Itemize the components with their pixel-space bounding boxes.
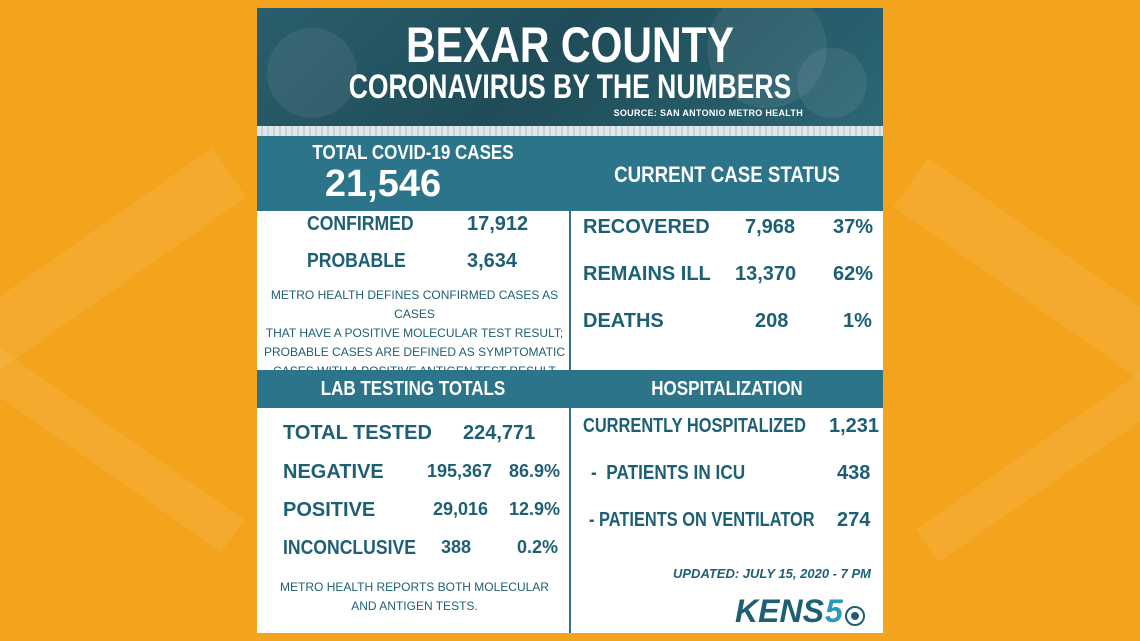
column-divider: [569, 136, 571, 633]
positive-pct: 12.9%: [509, 499, 561, 519]
probable-row: PROBABLE: [307, 250, 419, 273]
total-tested-value: 224,771: [463, 422, 536, 444]
total-cases-value: 21,546: [324, 163, 442, 205]
page-subtitle: CORONAVIRUS BY THE NUMBERS: [348, 68, 792, 106]
lab-testing-title: LAB TESTING TOTALS: [320, 378, 506, 400]
ventilator-label: - PATIENTS ON VENTILATOR: [589, 509, 864, 532]
total-cases-bar: TOTAL COVID-19 CASES 21,546: [257, 136, 569, 211]
ventilator-value: 274: [837, 509, 871, 531]
total-tested-label: TOTAL TESTED: [283, 422, 432, 444]
deaths-value: 208: [755, 310, 789, 332]
case-status-title: CURRENT CASE STATUS: [614, 162, 840, 187]
lab-note-line: AND ANTIGEN TESTS.: [351, 599, 478, 613]
recovered-pct: 37%: [833, 216, 874, 238]
remains-ill-value: 13,370: [735, 263, 797, 285]
case-note-line: THAT HAVE A POSITIVE MOLECULAR TEST RESU…: [265, 326, 564, 340]
lab-note-line: METRO HEALTH REPORTS BOTH MOLECULAR: [280, 580, 549, 594]
hospitalization-bar: HOSPITALIZATION: [571, 370, 883, 408]
header-divider: [257, 126, 883, 136]
positive-value: 29,016: [433, 499, 489, 519]
negative-pct: 86.9%: [509, 461, 561, 481]
confirmed-row: CONFIRMED: [307, 213, 428, 236]
hospitalization-title: HOSPITALIZATION: [651, 378, 803, 400]
icu-label: - PATIENTS IN ICU: [591, 462, 770, 485]
negative-label: NEGATIVE: [283, 461, 384, 483]
probable-label: PROBABLE: [307, 250, 406, 272]
confirmed-value: 17,912: [467, 213, 529, 235]
total-cases-label: TOTAL COVID-19 CASES: [312, 142, 514, 164]
remains-ill-pct: 62%: [833, 263, 874, 285]
negative-value: 195,367: [427, 461, 493, 481]
remains-ill-label: REMAINS ILL: [583, 263, 711, 285]
updated-timestamp: UPDATED: JULY 15, 2020 - 7 PM: [673, 566, 871, 581]
icu-text: - PATIENTS IN ICU: [591, 462, 746, 484]
currently-hospitalized-value: 1,231: [829, 415, 880, 437]
kens5-logo: KENS 5: [733, 592, 873, 629]
case-definition-note: METRO HEALTH DEFINES CONFIRMED CASES AS …: [262, 286, 567, 381]
inconclusive-text: INCONCLUSIVE: [283, 537, 416, 559]
probable-value: 3,634: [467, 250, 518, 272]
ventilator-text: - PATIENTS ON VENTILATOR: [589, 509, 815, 531]
recovered-label: RECOVERED: [583, 216, 710, 238]
header-banner: BEXAR COUNTY CORONAVIRUS BY THE NUMBERS …: [257, 8, 883, 126]
logo-text: KENS: [735, 593, 825, 628]
currently-hospitalized-text: CURRENTLY HOSPITALIZED: [583, 415, 806, 437]
lab-testing-bar: LAB TESTING TOTALS: [257, 370, 569, 408]
source-credit: SOURCE: SAN ANTONIO METRO HEALTH: [613, 108, 803, 118]
deaths-label: DEATHS: [583, 310, 664, 332]
recovered-value: 7,968: [745, 216, 796, 238]
confirmed-label: CONFIRMED: [307, 213, 414, 235]
lab-testing-note: METRO HEALTH REPORTS BOTH MOLECULAR AND …: [262, 578, 567, 616]
currently-hospitalized-label: CURRENTLY HOSPITALIZED: [583, 415, 855, 438]
inconclusive-value: 388: [441, 537, 472, 557]
positive-label: POSITIVE: [283, 499, 376, 521]
case-note-line: METRO HEALTH DEFINES CONFIRMED CASES AS …: [270, 288, 559, 321]
page-title: BEXAR COUNTY: [405, 17, 735, 73]
logo-number: 5: [825, 593, 844, 628]
kens5-logo-graphic: KENS 5: [735, 593, 865, 629]
inconclusive-label: INCONCLUSIVE: [283, 537, 434, 560]
case-status-bar: CURRENT CASE STATUS: [571, 136, 883, 211]
inconclusive-pct: 0.2%: [517, 537, 559, 557]
icu-value: 438: [837, 462, 871, 484]
case-note-line: PROBABLE CASES ARE DEFINED AS SYMPTOMATI…: [264, 345, 565, 359]
deaths-pct: 1%: [843, 310, 872, 332]
infographic-card: BEXAR COUNTY CORONAVIRUS BY THE NUMBERS …: [257, 8, 883, 633]
